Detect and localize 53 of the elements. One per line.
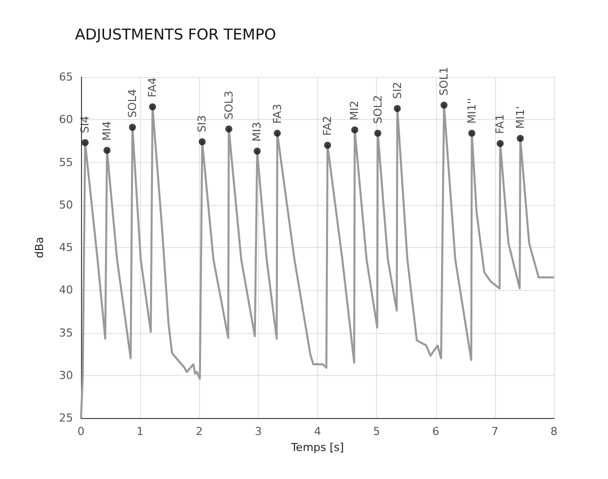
point bbox=[128, 124, 136, 131]
y-tick-label: 35 bbox=[59, 326, 73, 340]
point bbox=[82, 139, 89, 146]
point bbox=[440, 102, 448, 109]
data-label: MI3 bbox=[250, 122, 264, 142]
y-tick-label: 55 bbox=[59, 156, 73, 169]
point bbox=[274, 130, 281, 137]
point bbox=[198, 138, 206, 146]
point bbox=[104, 146, 111, 154]
data-label: SOL4 bbox=[126, 89, 139, 118]
x-tick-label: 0 bbox=[78, 425, 84, 438]
y-tick-label: 25 bbox=[59, 412, 73, 424]
y-tick-label: 50 bbox=[59, 198, 73, 212]
y-tick-label: 65 bbox=[59, 70, 73, 84]
y-tick-label: 60 bbox=[59, 113, 73, 126]
data-label: FA2 bbox=[321, 116, 334, 136]
data-label: SI3 bbox=[196, 115, 209, 132]
point bbox=[149, 103, 156, 110]
chart-title: ADJUSTMENTS FOR TEMPO bbox=[75, 26, 276, 44]
data-label: SOL3 bbox=[222, 90, 236, 120]
point bbox=[374, 130, 382, 137]
x-tick-label: 1 bbox=[136, 425, 144, 438]
data-label: SOL1 bbox=[438, 66, 451, 96]
point bbox=[468, 130, 476, 137]
point bbox=[394, 105, 401, 112]
x-tick-label: 2 bbox=[196, 425, 203, 438]
y-tick-label: 40 bbox=[59, 284, 73, 297]
x-tick-label: 4 bbox=[314, 425, 321, 438]
x-axis-title: Temps [s] bbox=[290, 441, 344, 454]
y-axis-title: dBa bbox=[33, 236, 46, 258]
x-tick-label: 6 bbox=[432, 425, 440, 438]
y-tick-label: 30 bbox=[59, 368, 73, 382]
x-tick-label: 3 bbox=[254, 425, 262, 438]
data-label: SI4 bbox=[78, 116, 92, 134]
x-tick-label: 5 bbox=[373, 425, 380, 438]
data-label: SOL2 bbox=[371, 94, 384, 124]
data-label: FA1 bbox=[494, 114, 507, 134]
data-label: MI1' bbox=[514, 106, 527, 129]
y-tick-label: 45 bbox=[59, 241, 73, 254]
data-label: MI1'' bbox=[465, 98, 478, 124]
x-tick-label: 7 bbox=[491, 425, 498, 438]
data-label: FA4 bbox=[146, 77, 160, 98]
x-tick-label: 8 bbox=[550, 425, 558, 438]
point bbox=[516, 134, 524, 142]
point bbox=[351, 126, 358, 134]
point bbox=[324, 142, 332, 149]
data-label: FA3 bbox=[270, 104, 284, 124]
point bbox=[254, 148, 261, 155]
data-label: MI2 bbox=[348, 100, 362, 120]
point bbox=[225, 126, 232, 132]
data-label: MI4 bbox=[100, 121, 114, 141]
data-label: SI2 bbox=[390, 82, 404, 100]
point bbox=[496, 140, 504, 147]
